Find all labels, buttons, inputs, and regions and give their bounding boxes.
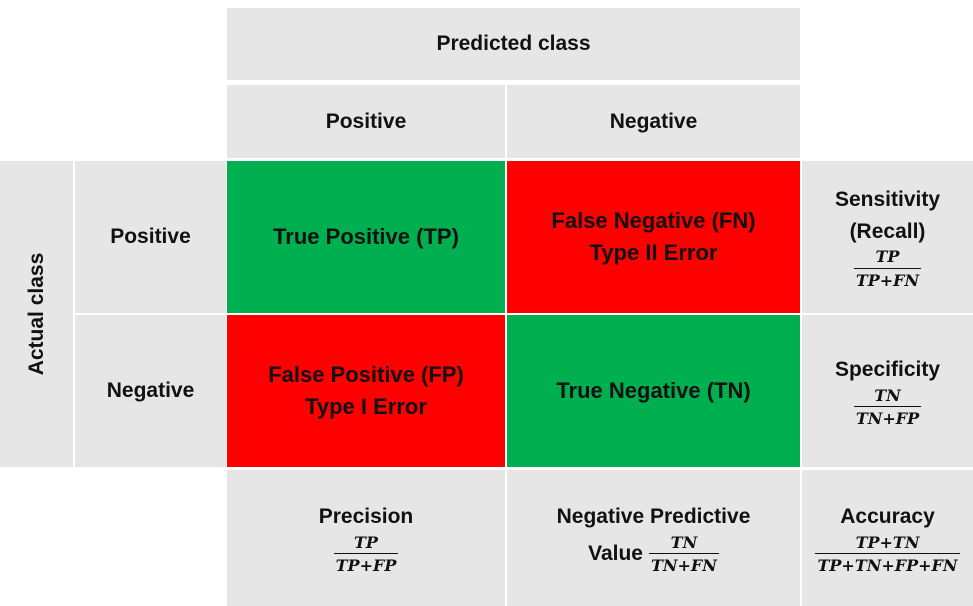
npv-formula: TN TN+FN <box>648 532 719 575</box>
actual-class-label: Actual class <box>24 252 48 376</box>
sensitivity-label: Sensitivity <box>834 188 941 212</box>
false-positive-cell: False Positive (FP) Type I Error <box>227 315 505 467</box>
specificity-label: Specificity <box>834 358 941 382</box>
true-negative-cell: True Negative (TN) <box>507 315 800 467</box>
accuracy-denominator: TP+TN+FP+FN <box>815 552 960 575</box>
column-header-negative: Negative <box>507 85 800 158</box>
accuracy-cell: Accuracy TP+TN TP+TN+FP+FN <box>802 470 973 606</box>
row-header-negative: Negative <box>75 315 226 467</box>
specificity-numerator: TN <box>874 385 901 405</box>
actual-class-header: Actual class <box>0 161 73 467</box>
true-negative-label: True Negative (TN) <box>556 378 751 404</box>
specificity-cell: Specificity TN TN+FP <box>802 315 973 467</box>
recall-label: (Recall) <box>849 219 926 243</box>
false-negative-cell: False Negative (FN) Type II Error <box>507 161 800 313</box>
column-header-positive: Positive <box>227 85 505 158</box>
specificity-formula: TN TN+FP <box>853 385 922 428</box>
column-negative-label: Negative <box>609 109 698 133</box>
accuracy-formula: TP+TN TP+TN+FP+FN <box>815 532 960 575</box>
column-positive-label: Positive <box>325 109 407 133</box>
npv-denominator: TN+FN <box>648 552 719 575</box>
row-negative-label: Negative <box>106 379 195 403</box>
specificity-denominator: TN+FP <box>853 405 922 428</box>
accuracy-numerator: TP+TN <box>855 532 920 552</box>
npv-cell: Negative Predictive Value TN TN+FN <box>507 470 800 606</box>
false-negative-label: False Negative (FN) <box>551 208 756 234</box>
true-positive-label: True Positive (TP) <box>273 224 459 250</box>
false-positive-label: False Positive (FP) <box>268 362 464 388</box>
type-ii-error-label: Type II Error <box>589 240 718 265</box>
predicted-class-header: Predicted class <box>227 8 800 80</box>
precision-cell: Precision TP TP+FP <box>227 470 505 606</box>
npv-numerator: TN <box>670 532 698 552</box>
npv-value-row: Value TN TN+FN <box>588 533 719 575</box>
precision-formula: TP TP+FP <box>333 532 399 575</box>
precision-denominator: TP+FP <box>333 552 399 575</box>
precision-label: Precision <box>318 505 414 529</box>
row-positive-label: Positive <box>110 225 191 249</box>
type-i-error-label: Type I Error <box>305 394 427 419</box>
npv-label-line2: Value <box>588 542 643 565</box>
npv-label-line1: Negative Predictive <box>556 505 751 529</box>
accuracy-label: Accuracy <box>840 505 935 529</box>
row-header-positive: Positive <box>75 161 226 313</box>
sensitivity-cell: Sensitivity (Recall) TP TP+FN <box>802 161 973 313</box>
precision-numerator: TP <box>354 532 378 552</box>
sensitivity-denominator: TP+FN <box>853 267 922 290</box>
true-positive-cell: True Positive (TP) <box>227 161 505 313</box>
sensitivity-numerator: TP <box>875 247 900 267</box>
sensitivity-formula: TP TP+FN <box>853 247 922 290</box>
predicted-class-label: Predicted class <box>436 32 591 56</box>
